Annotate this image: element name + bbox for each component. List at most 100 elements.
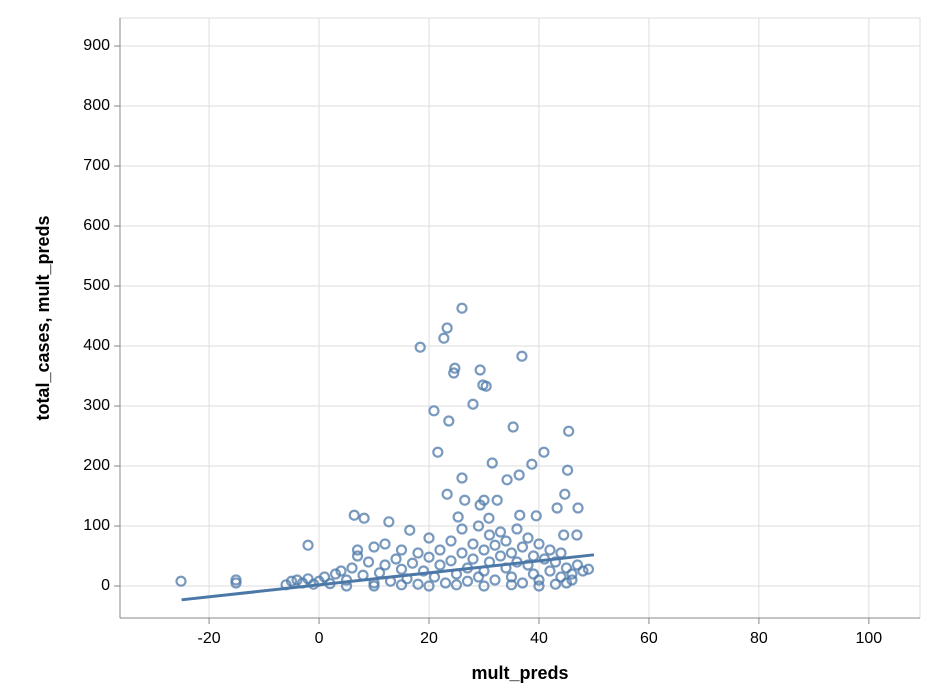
scatter-point: [423, 532, 435, 544]
scatter-point: [527, 550, 540, 562]
scatter-point: [571, 559, 584, 571]
scatter-point: [383, 516, 395, 528]
y-tick-label: 200: [83, 457, 110, 474]
scatter-point: [368, 541, 380, 553]
scatter-point: [572, 502, 584, 514]
scatter-point: [417, 565, 430, 577]
scatter-point: [348, 509, 360, 521]
scatter-point: [527, 568, 540, 580]
scatter-point: [434, 544, 446, 556]
scatter-point: [505, 571, 518, 583]
scatter-point: [559, 488, 571, 500]
scatter-point: [406, 557, 419, 569]
scatter-point: [478, 580, 490, 592]
scatter-point: [285, 575, 298, 587]
scatter-point: [477, 379, 489, 391]
scatter-point: [467, 538, 479, 550]
scatter-point: [507, 421, 519, 433]
scatter-point: [450, 579, 463, 591]
scatter-point: [494, 526, 507, 538]
scatter-point: [302, 539, 314, 551]
scatter-point: [513, 469, 525, 481]
scatter-point: [432, 446, 444, 458]
scatter-point: [563, 425, 575, 437]
scatter-point: [335, 565, 347, 577]
scatter-point: [445, 535, 457, 547]
scatter-point: [291, 574, 303, 586]
scatter-point: [318, 571, 331, 583]
scatter-point: [467, 553, 479, 565]
scatter-point: [449, 362, 461, 374]
scatter-point: [395, 579, 408, 591]
scatter-point: [428, 405, 440, 417]
scatter-point: [461, 575, 474, 587]
scatter-point: [441, 488, 453, 500]
scatter-point: [412, 547, 424, 559]
scatter-point: [566, 574, 578, 586]
scatter-point: [500, 535, 512, 547]
scatter-point: [533, 580, 545, 592]
x-tick-label: 40: [530, 630, 548, 647]
scatter-point: [346, 562, 358, 574]
scatter-point: [448, 367, 460, 379]
scatter-point: [516, 577, 529, 589]
trend-line: [181, 553, 595, 602]
scatter-point: [483, 529, 496, 541]
scatter-point: [351, 544, 364, 556]
x-tick-label: 20: [420, 630, 438, 647]
scatter-point: [362, 556, 375, 568]
y-tick-label: 400: [83, 337, 110, 354]
scatter-point: [441, 322, 453, 334]
scatter-point: [558, 529, 570, 541]
scatter-point: [434, 559, 446, 571]
scatter-point: [474, 364, 486, 376]
x-axis-title: mult_preds: [471, 663, 568, 683]
scatter-point: [452, 511, 464, 523]
scatter-point: [412, 578, 424, 590]
scatter-point: [538, 446, 550, 458]
scatter-point: [514, 509, 526, 521]
scatter-point: [522, 532, 534, 544]
scatter-point: [577, 565, 589, 577]
scatter-point: [571, 529, 583, 541]
scatter-point: [555, 547, 567, 559]
scatter-point: [351, 550, 364, 562]
scatter-point: [582, 563, 595, 575]
scatter-point: [551, 502, 563, 514]
scatter-point: [516, 350, 528, 362]
scatter-point: [472, 520, 485, 532]
scatter-point: [491, 494, 503, 506]
scatter-point: [379, 538, 391, 550]
scatter-point: [456, 472, 468, 484]
scatter-point: [511, 523, 523, 535]
scatter-point: [561, 464, 574, 476]
x-tick-label: 60: [640, 630, 658, 647]
scatter-point: [456, 302, 468, 314]
scatter-point: [486, 457, 498, 469]
scatter-point: [472, 571, 485, 583]
scatter-point: [445, 555, 457, 567]
y-tick-label: 800: [83, 97, 110, 114]
scatter-point: [459, 494, 471, 506]
scatter-point: [368, 580, 380, 592]
y-tick-label: 0: [101, 577, 110, 594]
scatter-point: [505, 547, 518, 559]
scatter-point: [404, 524, 416, 536]
y-tick-label: 700: [83, 157, 110, 174]
scatter-point: [544, 565, 556, 577]
y-tick-label: 500: [83, 277, 110, 294]
scatter-point: [489, 539, 501, 551]
scatter-point: [329, 568, 342, 580]
y-axis-title: total_cases, mult_preds: [33, 215, 53, 420]
scatter-point: [438, 332, 450, 344]
scatter-point: [483, 512, 495, 524]
scatter-point: [456, 523, 468, 535]
scatter-point: [478, 544, 490, 556]
scatter-point: [175, 575, 187, 587]
scatter-point: [566, 568, 578, 580]
scatter-point: [395, 544, 408, 556]
x-tick-label: 100: [856, 630, 883, 647]
scatter-point: [555, 571, 567, 583]
scatter-point: [423, 551, 435, 563]
scatter-point: [230, 574, 242, 586]
